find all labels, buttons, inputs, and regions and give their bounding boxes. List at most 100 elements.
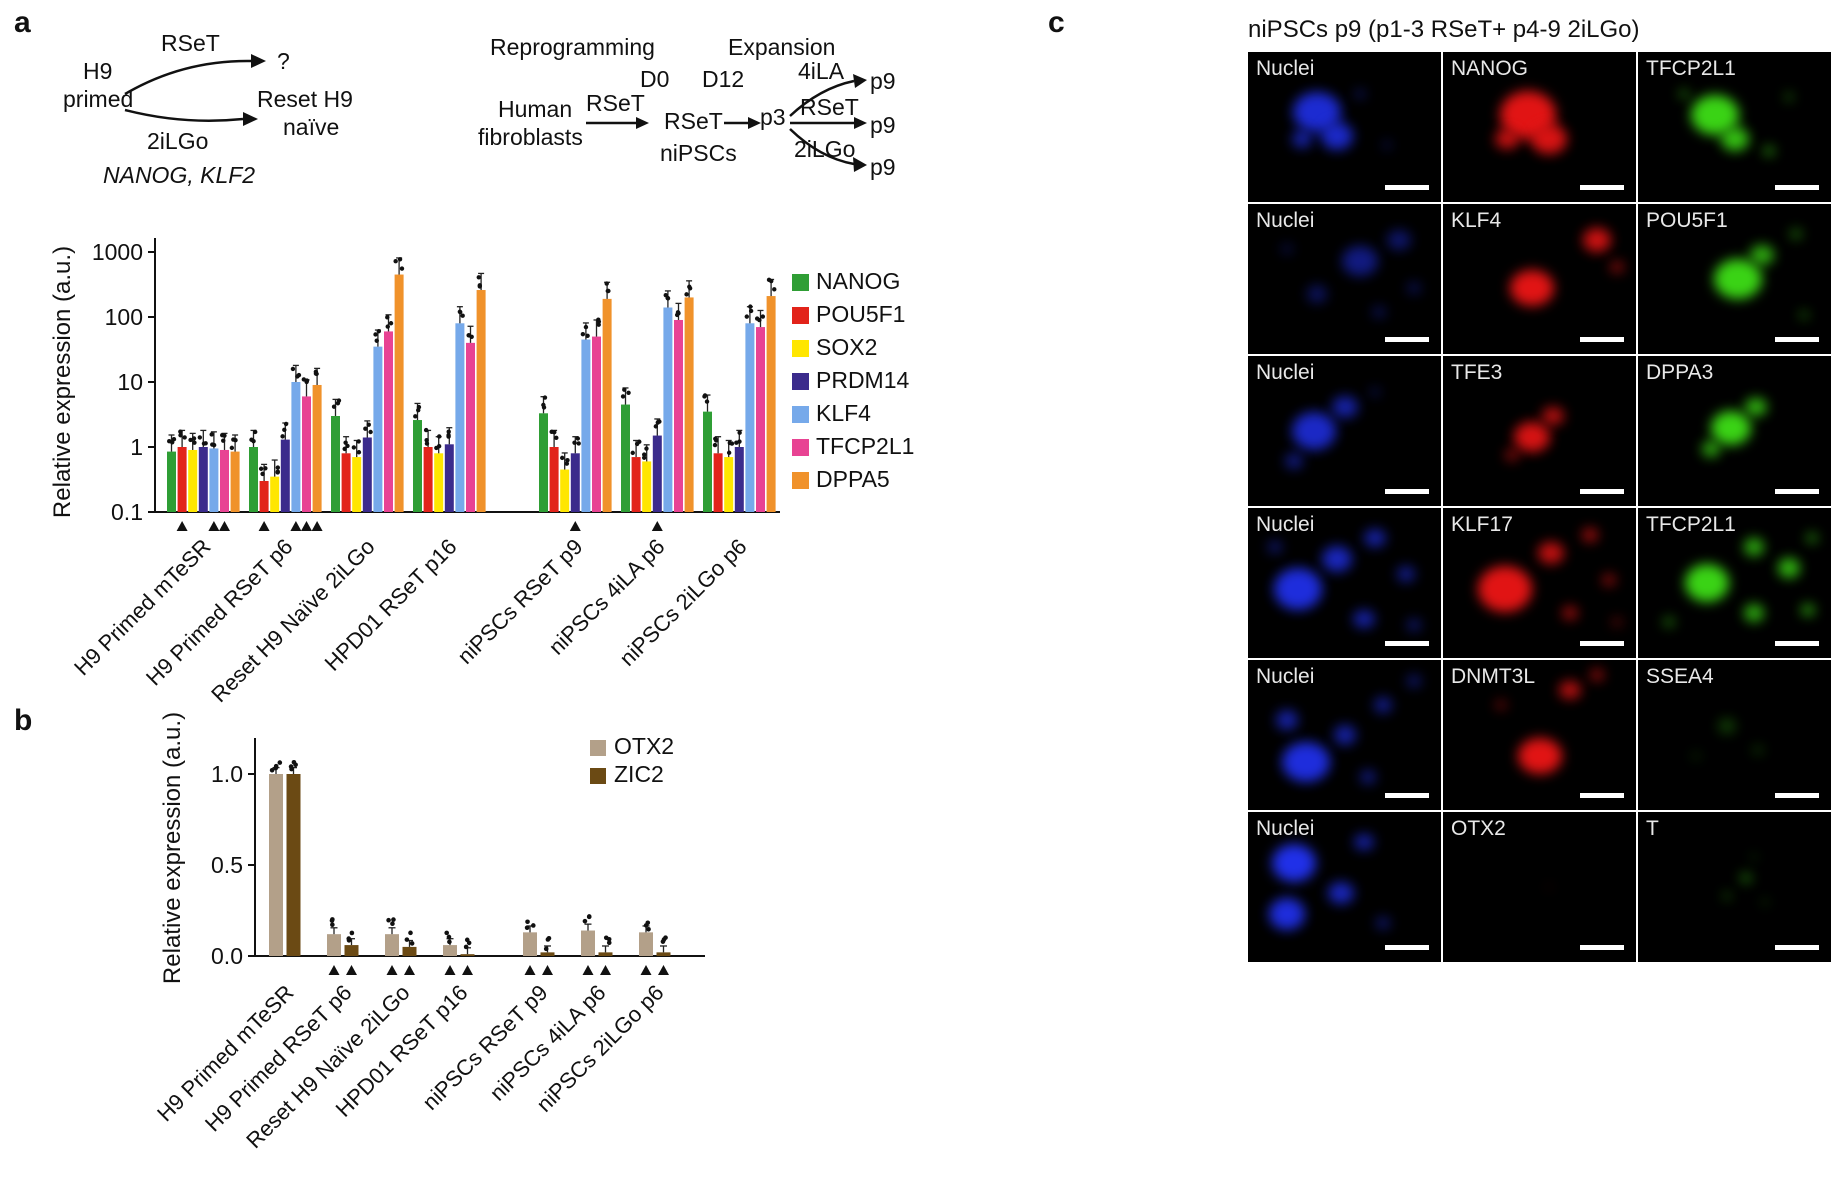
significance-marker xyxy=(386,965,398,975)
data-point xyxy=(349,930,355,936)
legend-label: KLF4 xyxy=(816,400,871,426)
bar-DPPA5 xyxy=(476,290,486,512)
data-point xyxy=(277,760,283,765)
data-point xyxy=(424,441,430,446)
fluorescence-blob xyxy=(1406,282,1421,294)
bar-SOX2 xyxy=(642,461,652,512)
schematic-h9-conversion: H9 primed RSeT ? Reset H9 naïve 2iLGo NA… xyxy=(55,28,400,208)
data-point xyxy=(727,440,733,446)
data-point xyxy=(769,278,774,284)
data-point xyxy=(336,398,342,403)
data-point xyxy=(178,433,183,438)
data-point xyxy=(188,437,193,443)
data-point xyxy=(399,266,405,271)
fluorescence-blob xyxy=(1544,883,1555,891)
significance-marker xyxy=(219,521,230,531)
bar-SOX2 xyxy=(434,453,444,512)
data-point xyxy=(390,921,395,927)
fluorescence-blob xyxy=(1513,422,1550,452)
micrograph-grid: Nuclei NANOG TFCP2L1 Nuclei KLF4 POU5F1 Nuclei… xyxy=(1248,52,1831,962)
data-point xyxy=(356,450,362,455)
data-point xyxy=(596,319,602,324)
data-point xyxy=(446,429,451,434)
micrograph-r2-klf4: KLF4 xyxy=(1443,204,1636,354)
branch-top-label: 4iLA xyxy=(798,58,845,84)
fluorescence-blob xyxy=(1744,398,1767,416)
fluorescence-blob xyxy=(1743,538,1764,556)
x-tick-label: H9 Primed mTeSR xyxy=(69,534,215,680)
fluorescence-blob xyxy=(1750,854,1757,860)
bar-SOX2 xyxy=(560,469,570,512)
fluorescence-blob xyxy=(1341,246,1378,276)
data-point xyxy=(576,441,581,446)
data-point xyxy=(209,432,214,437)
data-point xyxy=(192,440,197,445)
data-point xyxy=(585,333,590,338)
bar-PRDM14 xyxy=(198,447,208,512)
data-point xyxy=(343,440,348,445)
fluorescence-blob xyxy=(1601,574,1616,586)
fluorescence-blob xyxy=(1751,745,1764,755)
data-point xyxy=(222,433,227,438)
data-point xyxy=(653,424,659,429)
fluorescence-blob xyxy=(1531,124,1568,154)
h9-label: H9 xyxy=(83,58,113,84)
data-point xyxy=(446,934,452,940)
data-point xyxy=(197,435,203,440)
data-point xyxy=(737,430,742,435)
data-point xyxy=(388,321,394,326)
data-point xyxy=(660,939,666,944)
bar-ZIC2 xyxy=(402,946,417,956)
significance-marker xyxy=(658,965,669,975)
data-point xyxy=(583,324,589,330)
data-point xyxy=(295,374,300,379)
data-point xyxy=(582,918,588,924)
fluorescence-blob xyxy=(1763,146,1776,156)
bar-ZIC2 xyxy=(286,774,301,956)
phase-expansion-label: Expansion xyxy=(728,34,836,60)
data-point xyxy=(712,442,718,448)
bar-SOX2 xyxy=(270,476,280,512)
fluorescence-blob xyxy=(1542,407,1564,425)
significance-marker xyxy=(524,965,536,975)
micrograph-channel-label: SSEA4 xyxy=(1646,665,1714,688)
branch-bottom-label: 2iLGo xyxy=(794,136,856,162)
data-point xyxy=(423,427,429,433)
y-tick-label: 0.1 xyxy=(111,499,143,525)
data-point xyxy=(231,437,236,442)
data-point xyxy=(313,369,319,374)
legend-label: POU5F1 xyxy=(816,301,905,327)
arrowhead-top xyxy=(251,54,266,68)
fluorescence-blob xyxy=(1292,130,1313,148)
fluorescence-blob xyxy=(1611,618,1622,626)
data-point xyxy=(260,471,265,477)
scale-bar xyxy=(1385,945,1429,950)
micrograph-channel-label: NANOG xyxy=(1451,57,1529,80)
data-point xyxy=(543,946,549,952)
data-point xyxy=(531,923,536,928)
fluorescence-blob xyxy=(1720,127,1749,151)
data-point xyxy=(201,441,207,446)
bar-OTX2 xyxy=(269,774,283,956)
micrograph-r6-nuclei: Nuclei xyxy=(1248,812,1441,962)
bar-OTX2 xyxy=(385,934,399,956)
schematic-arrows xyxy=(124,54,266,126)
arrowhead-branch-top xyxy=(853,74,867,88)
fluorescence-blob xyxy=(1274,568,1323,610)
data-point xyxy=(748,304,753,309)
data-point xyxy=(385,315,390,320)
fluorescence-blob xyxy=(1275,710,1298,730)
branch-mid-label: RSeT xyxy=(800,94,859,120)
bar-POU5F1 xyxy=(177,447,187,512)
data-point xyxy=(280,434,285,439)
scale-bar xyxy=(1385,793,1429,798)
data-point xyxy=(603,935,609,941)
fluorescence-blob xyxy=(1386,230,1411,250)
data-point xyxy=(416,404,422,410)
bar-TFCP2L1 xyxy=(592,336,601,512)
fluorescence-blob xyxy=(1291,412,1336,450)
arrowhead-step2 xyxy=(748,117,761,129)
fluorescence-blob xyxy=(1406,675,1421,687)
data-point xyxy=(760,314,766,319)
scale-bar xyxy=(1580,489,1624,494)
